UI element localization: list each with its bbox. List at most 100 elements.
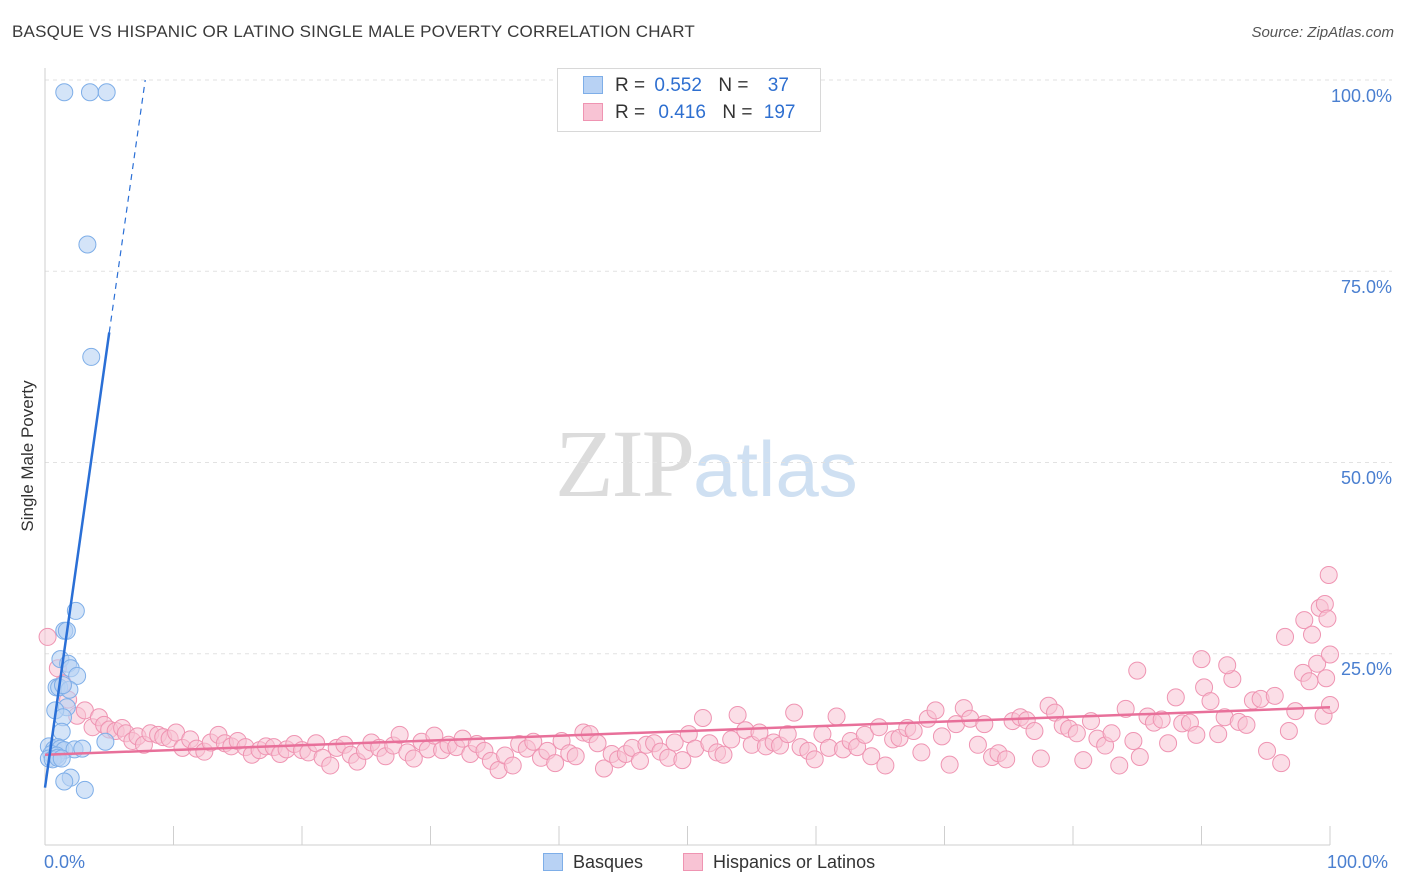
basques-point	[52, 722, 71, 741]
hispanics-point	[1317, 669, 1336, 688]
basques-point	[97, 83, 116, 102]
y-axis-label: Single Male Poverty	[18, 380, 37, 532]
hispanics-point	[904, 722, 923, 741]
watermark-zip: ZIP	[555, 410, 695, 517]
correlation-legend: R = 0.552 N = 37 R = 0.416 N = 197	[557, 68, 821, 132]
hispanics-point	[785, 703, 804, 722]
y-tick-label-50: 50.0%	[1340, 468, 1392, 488]
hispanics-point	[1279, 722, 1298, 741]
hispanics-point	[1192, 650, 1211, 669]
hispanics-point	[1116, 699, 1135, 718]
hispanics-point	[1276, 627, 1295, 646]
hispanics-point	[1303, 625, 1322, 644]
hispanics-point	[1295, 611, 1314, 630]
source-label: Source: ZipAtlas.com	[1251, 24, 1394, 41]
hispanics-point	[876, 756, 895, 775]
hispanics-point	[728, 705, 747, 724]
hispanics-point	[1318, 609, 1337, 628]
hispanics-point	[321, 756, 340, 775]
hispanics-point	[855, 725, 874, 744]
trend-lines	[43, 79, 1331, 788]
hispanics-point	[912, 743, 931, 762]
hispanics-point	[1159, 734, 1178, 753]
bottom-legend-basques[interactable]: Basques	[543, 852, 643, 873]
hispanics-point	[594, 759, 613, 778]
basques-point	[55, 83, 74, 102]
basques-n-value: 37	[767, 75, 789, 96]
basques-legend-label: Basques	[573, 852, 644, 872]
hispanics-point	[805, 750, 824, 769]
chart-title: BASQUE VS HISPANIC OR LATINO SINGLE MALE…	[12, 22, 695, 41]
hispanics-point	[778, 725, 797, 744]
hispanics-point	[566, 747, 585, 766]
gridlines	[45, 79, 1392, 655]
hispanics-point	[1102, 724, 1121, 743]
hispanics-legend-swatch	[683, 853, 703, 871]
basques-point	[96, 732, 115, 751]
hispanics-point	[546, 754, 565, 773]
hispanics-point	[1300, 672, 1319, 691]
hispanics-point	[1152, 710, 1171, 729]
y-tick-label-100: 100.0%	[1330, 86, 1392, 106]
basques-trend-line	[43, 332, 111, 788]
hispanics-point	[38, 627, 57, 646]
basques-swatch	[583, 76, 603, 94]
hispanics-point	[1272, 754, 1291, 773]
hispanics-point	[940, 755, 959, 774]
hispanics-point	[1258, 741, 1277, 760]
hispanics-point	[1319, 565, 1338, 584]
watermark-atlas: atlas	[693, 425, 858, 513]
legend-r-label: R =	[615, 102, 646, 123]
basques-point	[78, 235, 97, 254]
hispanics-point	[1074, 751, 1093, 770]
hispanics-point	[714, 745, 733, 764]
y-tick-label-75: 75.0%	[1340, 277, 1392, 297]
hispanics-point	[1025, 722, 1044, 741]
legend-row-hispanics: R = 0.416 N = 197	[583, 102, 795, 126]
legend-n-label: N =	[718, 75, 749, 96]
basques-r-value: 0.552	[654, 75, 702, 96]
x-tick-label-max: 100.0%	[1327, 852, 1389, 872]
x-tick-label-min: 0.0%	[44, 852, 86, 872]
basques-point	[80, 83, 99, 102]
basques-point	[75, 780, 94, 799]
hispanics-point	[1209, 725, 1228, 744]
hispanics-point	[503, 756, 522, 775]
legend-n-label: N =	[722, 102, 753, 123]
hispanics-legend-label: Hispanics or Latinos	[713, 852, 876, 872]
basques-point	[53, 676, 72, 695]
basques-point	[55, 772, 74, 791]
hispanics-point	[673, 751, 692, 770]
hispanics-point	[1130, 748, 1149, 767]
watermark: ZIPatlas	[555, 408, 858, 519]
hispanics-point	[1067, 724, 1086, 743]
hispanics-point	[1128, 661, 1147, 680]
hispanics-point	[1265, 686, 1284, 705]
y-tick-label-25: 25.0%	[1340, 659, 1392, 679]
hispanics-point	[1124, 731, 1143, 750]
basques-point	[52, 749, 71, 768]
hispanics-point	[1218, 656, 1237, 675]
hispanics-r-value: 0.416	[658, 102, 706, 123]
axes	[44, 68, 1331, 846]
basques-trend-extension	[108, 79, 146, 333]
hispanics-point	[1166, 688, 1185, 707]
legend-r-label: R =	[615, 75, 646, 96]
hispanics-point	[1321, 696, 1339, 715]
hispanics-point	[862, 747, 881, 766]
hispanics-point	[665, 733, 684, 752]
hispanics-swatch	[583, 103, 603, 121]
hispanics-point	[968, 735, 987, 754]
hispanics-point	[997, 750, 1016, 769]
hispanics-point	[693, 709, 712, 728]
basques-point	[82, 347, 101, 366]
hispanics-point	[390, 725, 409, 744]
hispanics-point	[1321, 645, 1339, 664]
hispanics-point	[1237, 715, 1256, 734]
bottom-legend-hispanics[interactable]: Hispanics or Latinos	[683, 852, 875, 873]
hispanics-point	[588, 734, 607, 753]
basques-points	[39, 83, 116, 799]
hispanics-point	[1110, 756, 1129, 775]
hispanics-point	[1201, 692, 1220, 711]
